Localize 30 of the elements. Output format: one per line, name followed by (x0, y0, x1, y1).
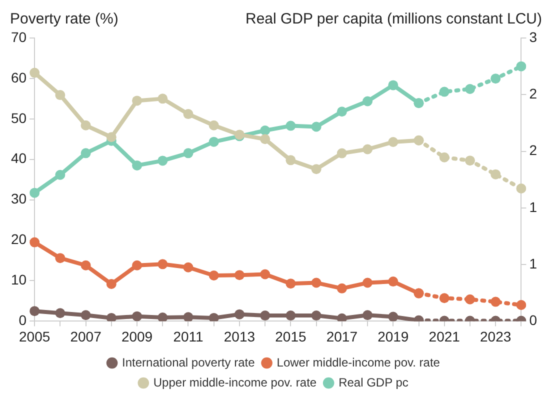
x-tick-label: 2015 (275, 328, 306, 344)
x-tick-label: 2011 (173, 328, 204, 344)
y2-tick-label: 2 (529, 86, 538, 102)
x-tick-label: 2019 (378, 328, 409, 344)
x-tick-label: 2021 (428, 328, 460, 344)
legend-label: International poverty rate (122, 355, 256, 370)
x-tick-label: 2017 (326, 328, 358, 344)
y-tick-label: 60 (10, 69, 27, 86)
x-tick-label: 2023 (480, 328, 512, 344)
legend-label: Real GDP pc (338, 375, 408, 390)
y2-axis-title: Real GDP per capita (millions constant LCU) (245, 10, 542, 28)
y2-tick-label: 0 (529, 312, 538, 328)
y-tick-label: 20 (10, 231, 27, 248)
x-tick-label: 2007 (70, 328, 102, 344)
x-tick-label: 2009 (121, 328, 153, 344)
y-tick-label: 70 (10, 28, 27, 45)
y-tick-label: 50 (10, 110, 27, 126)
x-tick-label: 2013 (224, 328, 256, 344)
y-tick-label: 0 (18, 312, 27, 328)
x-tick-label: 2005 (18, 328, 50, 344)
y-tick-label: 10 (10, 272, 27, 288)
legend-label: Lower middle-income pov. rate (276, 355, 440, 370)
y2-tick-label: 3 (529, 28, 538, 45)
y-axis-title: Poverty rate (%) (10, 10, 118, 28)
y2-tick-label: 1 (529, 198, 538, 215)
y-tick-label: 40 (10, 150, 27, 166)
y-tick-label: 30 (10, 190, 27, 207)
y2-tick-label: 2 (529, 142, 538, 158)
legend-label: Upper middle-income pov. rate (153, 375, 317, 390)
y2-tick-label: 1 (529, 255, 538, 272)
